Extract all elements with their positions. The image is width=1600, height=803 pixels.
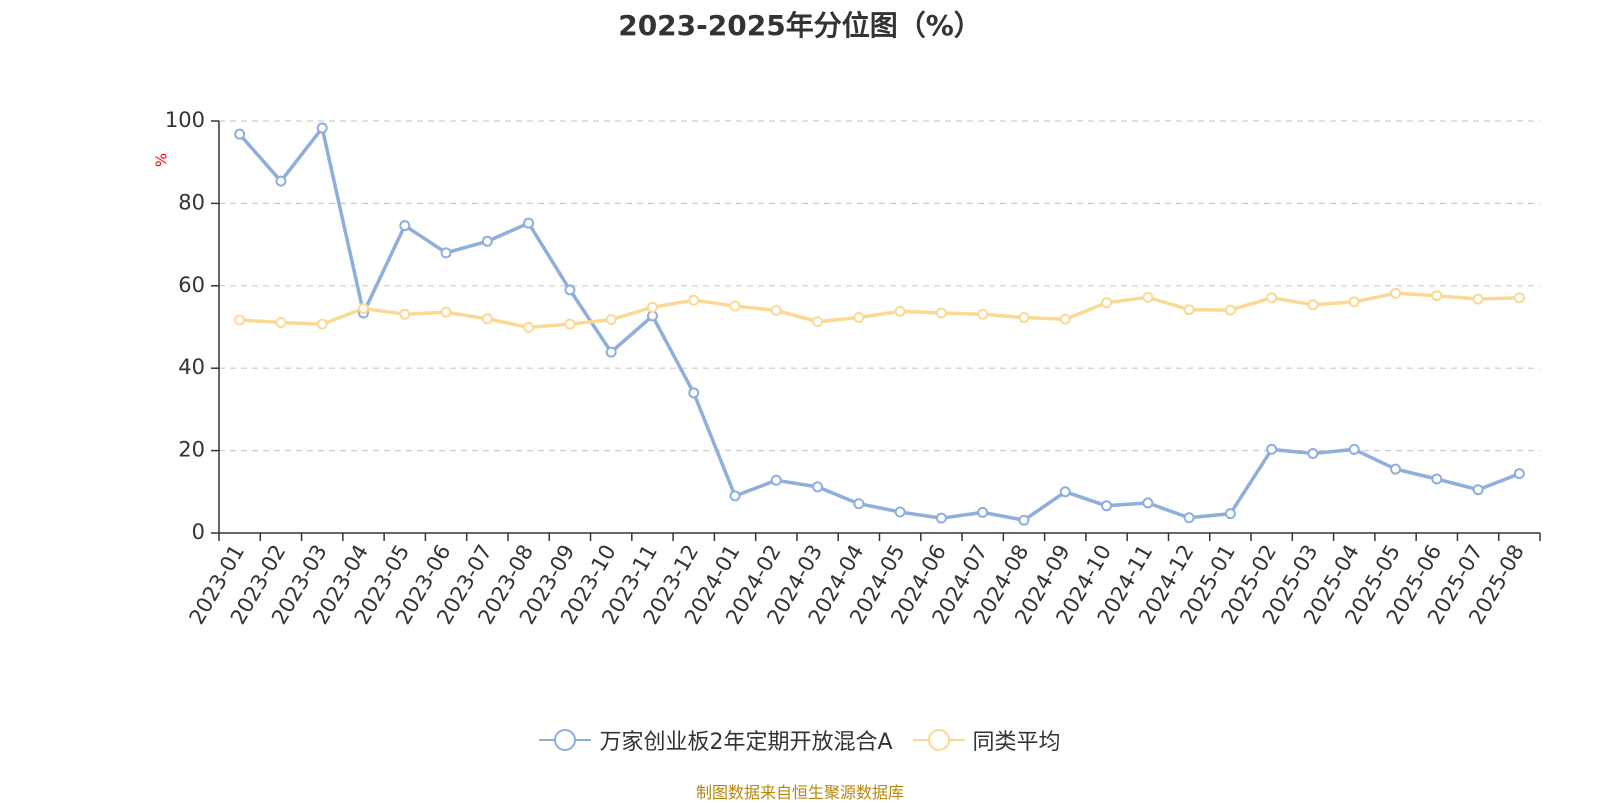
series-line-1 [239,291,1520,330]
data-point-0[interactable] [1307,447,1319,459]
data-point-0[interactable] [977,506,989,518]
data-point-0[interactable] [481,235,493,247]
data-point-0[interactable] [1183,512,1195,524]
data-point-1[interactable] [1224,304,1236,316]
data-point-0[interactable] [275,175,287,187]
data-point-1[interactable] [1266,292,1278,304]
data-point-0[interactable] [316,122,328,134]
data-point-0[interactable] [1513,468,1525,480]
data-point-1[interactable] [1431,290,1443,302]
y-tick-label: 20 [178,438,205,462]
data-point-1[interactable] [1472,293,1484,305]
data-point-0[interactable] [1472,484,1484,496]
data-point-1[interactable] [1348,296,1360,308]
data-point-0[interactable] [1390,463,1402,475]
data-point-1[interactable] [234,314,246,326]
y-tick-label: 0 [192,520,205,544]
y-tick-label: 100 [165,108,205,132]
data-point-0[interactable] [729,490,741,502]
data-point-1[interactable] [894,305,906,317]
data-source-note: 制图数据来自恒生聚源数据库 [695,783,904,802]
data-point-0[interactable] [1224,508,1236,520]
chart-title: 2023-2025年分位图（%） [618,9,982,42]
data-point-1[interactable] [1101,297,1113,309]
data-point-0[interactable] [812,481,824,493]
y-tick-label: 60 [178,273,205,297]
data-point-0[interactable] [605,346,617,358]
data-point-1[interactable] [440,306,452,318]
legend-label-average: 同类平均 [972,730,1061,755]
data-point-0[interactable] [1101,500,1113,512]
data-point-1[interactable] [399,308,411,320]
legend-label-fund: 万家创业板2年定期开放混合A [599,730,893,755]
data-point-1[interactable] [316,318,328,330]
data-point-0[interactable] [564,284,576,296]
data-point-0[interactable] [234,128,246,140]
data-point-1[interactable] [770,305,782,317]
y-tick-label: 40 [178,355,205,379]
data-point-1[interactable] [729,300,741,312]
data-point-1[interactable] [646,301,658,313]
data-point-1[interactable] [1142,291,1154,303]
data-point-0[interactable] [1059,486,1071,498]
data-point-0[interactable] [935,512,947,524]
data-point-0[interactable] [894,506,906,518]
data-point-0[interactable] [1431,473,1443,485]
data-point-1[interactable] [1183,304,1195,316]
data-point-0[interactable] [1266,443,1278,455]
data-point-0[interactable] [1348,443,1360,455]
data-point-1[interactable] [812,316,824,328]
data-point-1[interactable] [853,312,865,324]
data-point-0[interactable] [1142,497,1154,509]
data-point-1[interactable] [977,308,989,320]
data-point-1[interactable] [1018,312,1030,324]
data-point-1[interactable] [357,302,369,314]
data-point-0[interactable] [688,387,700,399]
y-tick-label: 80 [178,190,205,214]
series-lines [234,122,1525,526]
legend: 万家创业板2年定期开放混合A 同类平均 [0,722,1600,758]
data-point-1[interactable] [935,307,947,319]
data-point-0[interactable] [853,498,865,510]
legend-swatch-fund [539,729,592,751]
data-point-1[interactable] [1390,287,1402,299]
legend-item-fund[interactable]: 万家创业板2年定期开放混合A [539,724,893,756]
data-point-1[interactable] [688,294,700,306]
data-point-1[interactable] [275,316,287,328]
data-point-1[interactable] [564,318,576,330]
data-point-0[interactable] [399,220,411,232]
data-point-1[interactable] [1513,292,1525,304]
data-point-0[interactable] [440,247,452,259]
data-point-0[interactable] [770,474,782,486]
y-axis-unit-label: % [153,153,171,167]
data-point-0[interactable] [646,310,658,322]
data-point-0[interactable] [523,217,535,229]
grid-lines [219,120,1540,452]
legend-swatch-average [912,729,965,751]
data-point-1[interactable] [1307,299,1319,311]
data-point-1[interactable] [605,314,617,326]
data-point-1[interactable] [481,313,493,325]
legend-item-average[interactable]: 同类平均 [912,724,1061,756]
data-point-0[interactable] [1018,514,1030,526]
series-line-0 [238,126,1521,522]
data-point-1[interactable] [1059,313,1071,325]
data-point-1[interactable] [523,321,535,333]
